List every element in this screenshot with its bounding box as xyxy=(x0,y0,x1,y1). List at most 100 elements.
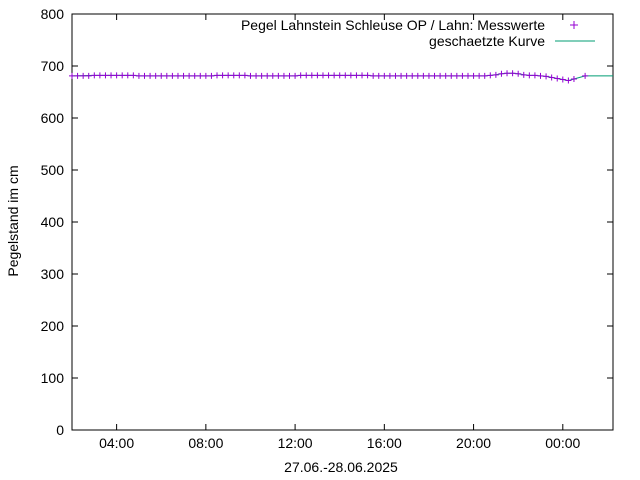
data-point xyxy=(559,76,566,83)
data-point xyxy=(554,75,561,82)
data-point xyxy=(247,72,254,79)
data-point xyxy=(197,72,204,79)
data-point xyxy=(414,72,421,79)
data-point xyxy=(219,72,226,79)
legend-label: geschaetzte Kurve xyxy=(429,33,545,49)
data-point xyxy=(269,72,276,79)
y-tick-label: 200 xyxy=(41,318,65,334)
data-point xyxy=(570,76,577,82)
axes-layer: 0 100 200 300 400 500 600 700 800 04:00 08:00 12:00… xyxy=(41,6,613,451)
data-point xyxy=(481,72,488,79)
data-point xyxy=(392,72,399,79)
data-point xyxy=(342,72,349,79)
data-point xyxy=(582,72,589,79)
data-point xyxy=(108,72,115,79)
data-point xyxy=(241,72,248,79)
data-point xyxy=(565,77,572,84)
data-point xyxy=(147,72,154,79)
x-tick-label: 08:00 xyxy=(188,435,223,451)
data-point xyxy=(208,72,215,79)
data-point xyxy=(409,72,416,79)
data-point xyxy=(543,73,550,80)
data-point xyxy=(69,72,75,79)
data-point xyxy=(375,72,382,79)
data-point xyxy=(504,70,511,77)
data-point xyxy=(74,72,81,79)
data-point xyxy=(398,72,405,79)
data-point xyxy=(509,70,516,77)
data-point xyxy=(531,72,538,79)
data-point xyxy=(158,72,165,79)
y-axis-label: Pegelstand im cm xyxy=(5,165,21,276)
data-point xyxy=(275,72,282,79)
series-points xyxy=(69,70,589,84)
data-point xyxy=(353,72,360,79)
data-point xyxy=(448,72,455,79)
data-point xyxy=(319,72,326,79)
data-point xyxy=(464,72,471,79)
data-point xyxy=(130,72,137,79)
data-point xyxy=(253,72,260,79)
data-point xyxy=(492,71,499,78)
data-point xyxy=(325,72,332,79)
data-point xyxy=(470,72,477,79)
data-point xyxy=(370,72,377,79)
data-point xyxy=(459,72,466,79)
data-point xyxy=(520,71,527,78)
data-point xyxy=(186,72,193,79)
data-point xyxy=(80,72,87,79)
data-point xyxy=(381,72,388,79)
data-point xyxy=(297,72,304,79)
data-point xyxy=(113,72,120,79)
legend-marker xyxy=(570,21,578,29)
data-point xyxy=(420,72,427,79)
y-tick-label: 700 xyxy=(41,58,65,74)
data-point xyxy=(202,72,209,79)
x-tick-label: 00:00 xyxy=(545,435,580,451)
data-point xyxy=(141,72,148,79)
y-tick-label: 400 xyxy=(41,214,65,230)
data-point xyxy=(124,72,131,79)
data-point xyxy=(169,72,176,79)
y-tick-label: 600 xyxy=(41,110,65,126)
data-point xyxy=(548,74,555,81)
data-point xyxy=(91,72,98,79)
data-point xyxy=(537,72,544,79)
data-point xyxy=(331,72,338,79)
x-axis-label: 27.06.-28.06.2025 xyxy=(284,459,398,475)
data-point xyxy=(336,72,343,79)
data-point xyxy=(236,72,243,79)
data-point xyxy=(347,72,354,79)
data-point xyxy=(515,70,522,77)
legend: Pegel Lahnstein Schleuse OP / Lahn: Mess… xyxy=(241,17,595,49)
data-point xyxy=(225,72,232,79)
x-tick-label: 20:00 xyxy=(456,435,491,451)
y-tick-label: 300 xyxy=(41,266,65,282)
data-point xyxy=(152,72,159,79)
data-point xyxy=(292,72,299,79)
x-tick-label: 04:00 xyxy=(99,435,134,451)
data-point xyxy=(364,72,371,79)
data-point xyxy=(487,72,494,79)
data-point xyxy=(191,72,198,79)
x-tick-label: 12:00 xyxy=(278,435,313,451)
x-tick-label: 16:00 xyxy=(367,435,402,451)
series-layer xyxy=(69,70,613,84)
y-tick-label: 100 xyxy=(41,370,65,386)
data-point xyxy=(498,70,505,77)
data-point xyxy=(230,72,237,79)
data-point xyxy=(174,72,181,79)
data-point xyxy=(359,72,366,79)
data-point xyxy=(96,72,103,79)
data-point xyxy=(303,72,310,79)
data-point xyxy=(403,72,410,79)
data-point xyxy=(264,72,271,79)
data-point xyxy=(102,72,109,79)
data-point xyxy=(308,72,315,79)
data-point xyxy=(119,72,126,79)
data-point xyxy=(437,72,444,79)
y-tick-label: 0 xyxy=(56,422,64,438)
data-point xyxy=(526,72,533,79)
y-tick-label: 800 xyxy=(41,6,65,22)
